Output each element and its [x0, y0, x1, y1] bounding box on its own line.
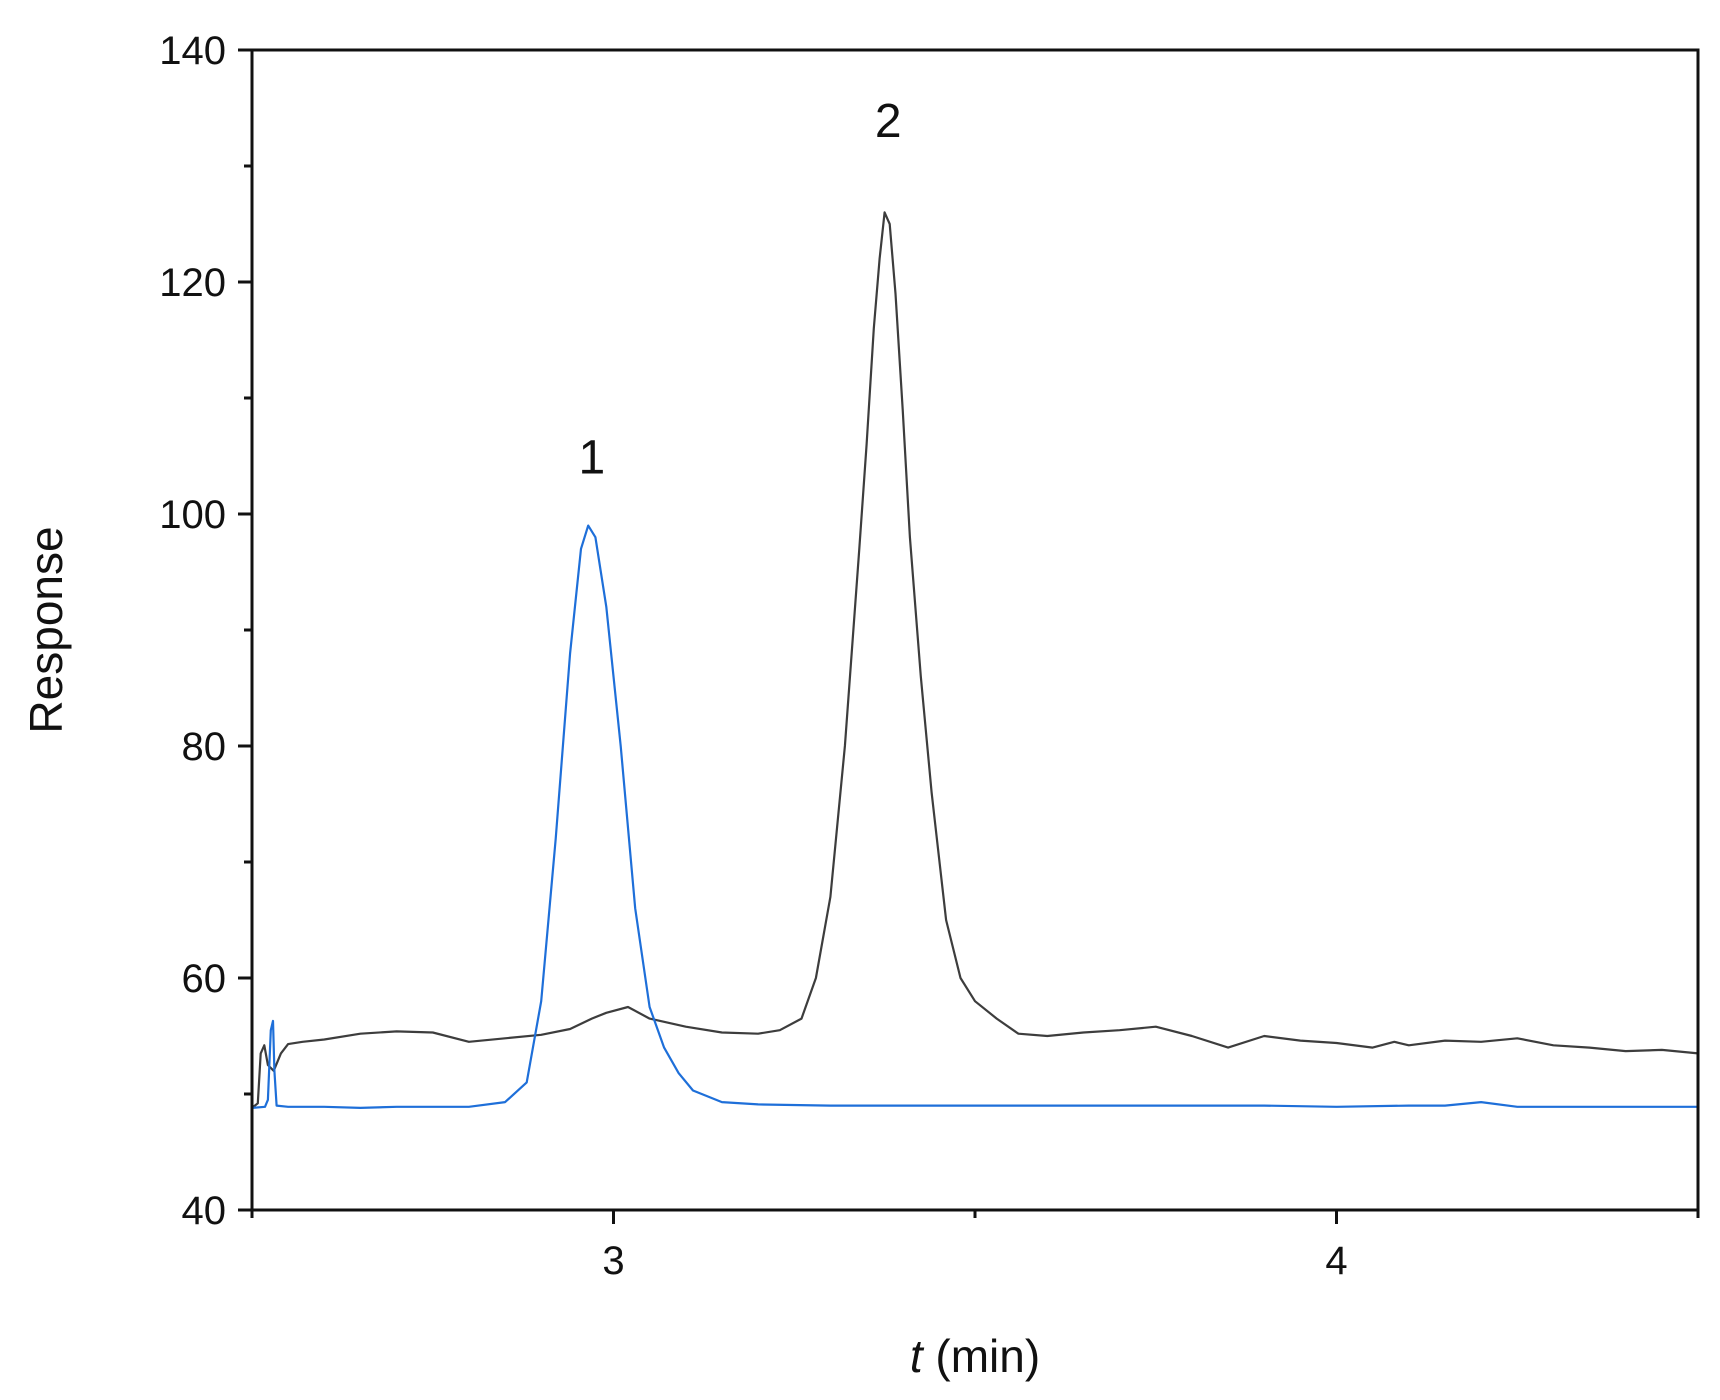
x-tick-label: 3	[602, 1239, 624, 1283]
y-tick-label: 60	[182, 957, 227, 1001]
y-tick-label: 80	[182, 725, 227, 769]
x-tick-label: 4	[1325, 1239, 1347, 1283]
peak-label-1: 1	[578, 431, 605, 484]
series-line-1	[250, 211, 1700, 1109]
plot-frame	[250, 48, 1700, 1212]
y-tick-label: 140	[159, 29, 226, 73]
x-axis-title: t (min)	[910, 1330, 1040, 1382]
ticks-layer	[238, 48, 1700, 1224]
peak-label-2: 2	[875, 95, 902, 148]
y-axis-title: Response	[20, 526, 72, 733]
y-tick-label: 40	[182, 1189, 227, 1233]
annotation-layer: 12	[578, 95, 901, 484]
y-tick-label: 120	[159, 261, 226, 305]
x-axis-title-rest: (min)	[923, 1330, 1041, 1382]
y-tick-label: 100	[159, 493, 226, 537]
x-axis-title-italic: t	[910, 1330, 925, 1382]
series-line-2	[250, 524, 1700, 1109]
series-layer	[250, 211, 1700, 1109]
labels-layer: 40 60 80 100 120 140 3 4	[159, 29, 1347, 1283]
